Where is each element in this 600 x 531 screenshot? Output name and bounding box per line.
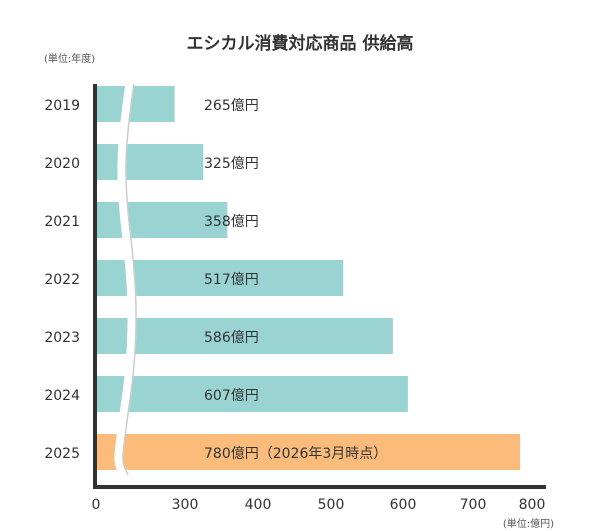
category-label-2020: 2020 — [44, 156, 80, 172]
bar-2024 — [96, 376, 408, 412]
axis-break-gap — [114, 83, 137, 477]
bar-2019 — [96, 86, 175, 122]
bar-2021 — [96, 202, 228, 238]
data-label-2023: 586億円 — [204, 330, 259, 346]
data-label-2019: 265億円 — [204, 98, 259, 114]
data-label-2025: 780億円（2026年3月時点） — [204, 446, 387, 462]
x-tick-label-300: 300 — [172, 497, 199, 513]
category-label-2024: 2024 — [44, 388, 80, 404]
category-label-2021: 2021 — [44, 214, 80, 230]
bar-2022 — [96, 260, 344, 296]
category-label-2022: 2022 — [44, 272, 80, 288]
bar-2020 — [96, 144, 204, 180]
x-tick-label-500: 500 — [318, 497, 345, 513]
y-axis-unit: (単位:年度) — [44, 52, 95, 65]
data-label-2024: 607億円 — [204, 388, 259, 404]
category-label-2025: 2025 — [44, 446, 80, 462]
bar-2023 — [96, 318, 393, 354]
axis-break-line — [122, 83, 137, 476]
x-tick-label-600: 600 — [390, 497, 417, 513]
x-tick-label-0: 0 — [92, 497, 101, 513]
chart-title: エシカル消費対応商品 供給高 — [187, 33, 414, 54]
category-label-2023: 2023 — [44, 330, 80, 346]
x-tick-label-700: 700 — [460, 497, 487, 513]
category-label-2019: 2019 — [44, 98, 80, 114]
data-label-2020: 325億円 — [204, 156, 259, 172]
x-tick-label-800: 800 — [519, 497, 546, 513]
data-label-2021: 358億円 — [204, 214, 259, 230]
x-tick-label-400: 400 — [245, 497, 272, 513]
x-axis-unit: (単位:億円) — [503, 517, 554, 530]
data-label-2022: 517億円 — [204, 272, 259, 288]
bar-2025 — [96, 434, 521, 470]
